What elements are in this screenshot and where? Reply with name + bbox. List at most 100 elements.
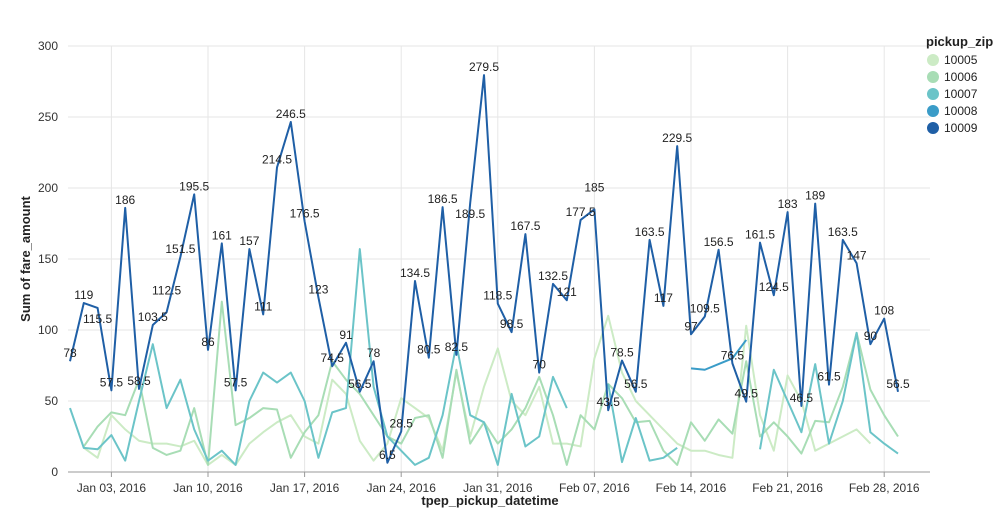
data-label: 61.5 xyxy=(817,370,841,384)
data-label: 43.5 xyxy=(597,395,621,409)
axes: 0 50 100 150 200 250 300 Jan 03, 2016 Jan 10, 20… xyxy=(38,39,930,495)
data-label: 49.5 xyxy=(735,387,759,401)
data-label: 112.5 xyxy=(152,283,181,297)
data-label: 186.5 xyxy=(428,192,458,206)
series-line-10007 xyxy=(759,331,899,455)
series-line-10009 xyxy=(69,74,899,464)
data-label: 195.5 xyxy=(179,179,209,193)
data-label: 103.5 xyxy=(138,310,168,324)
data-label: 176.5 xyxy=(290,206,320,220)
data-label: 109.5 xyxy=(690,302,720,316)
data-label: 161.5 xyxy=(745,228,775,242)
data-label: 167.5 xyxy=(510,219,540,233)
data-label: 132.5 xyxy=(538,269,568,283)
series-line-10007 xyxy=(69,248,568,466)
legend-swatch-10009 xyxy=(927,122,939,134)
data-label: 124.5 xyxy=(759,280,789,294)
data-label: 246.5 xyxy=(276,107,306,121)
data-label: 177.5 xyxy=(566,205,596,219)
legend-label: 10006 xyxy=(944,70,978,84)
data-label: 163.5 xyxy=(635,225,665,239)
data-label: 78 xyxy=(63,346,77,360)
x-axis-title: tpep_pickup_datetime xyxy=(421,493,558,508)
legend-swatch-10006 xyxy=(927,71,939,83)
y-tick-label: 50 xyxy=(45,394,59,408)
x-tick-label: Jan 31, 2016 xyxy=(463,481,533,495)
series-line-10008 xyxy=(690,339,748,371)
legend-label: 10009 xyxy=(944,121,978,135)
x-tick-label: Feb 14, 2016 xyxy=(656,481,727,495)
y-axis-title: Sum of fare_amount xyxy=(18,195,33,321)
legend: pickup_zip 10005 10006 10007 10008 10009 xyxy=(926,34,993,135)
x-tick-label: Feb 21, 2016 xyxy=(752,481,823,495)
grid xyxy=(68,45,930,473)
data-label: 58.5 xyxy=(127,374,151,388)
data-label: 163.5 xyxy=(828,225,858,239)
data-label: 115.5 xyxy=(83,312,112,326)
y-tick-label: 150 xyxy=(38,252,58,266)
data-label: 183 xyxy=(778,197,798,211)
x-tick-label: Jan 10, 2016 xyxy=(173,481,243,495)
data-label: 151.5 xyxy=(165,242,195,256)
data-label: 186 xyxy=(115,193,135,207)
data-label: 76.5 xyxy=(721,348,745,362)
data-label: 156.5 xyxy=(704,235,734,249)
legend-label: 10008 xyxy=(944,104,978,118)
data-label: 161 xyxy=(212,228,232,242)
x-tick-label: Jan 17, 2016 xyxy=(270,481,340,495)
data-label: 111 xyxy=(254,299,273,313)
data-label: 189.5 xyxy=(455,207,485,221)
data-label: 56.5 xyxy=(348,377,372,391)
data-label: 108 xyxy=(874,304,894,318)
data-label: 147 xyxy=(847,248,867,262)
data-label: 91 xyxy=(339,328,353,342)
y-tick-label: 200 xyxy=(38,181,58,195)
legend-swatch-10005 xyxy=(927,54,939,66)
data-label: 121 xyxy=(557,285,577,299)
data-label: 185 xyxy=(584,180,604,194)
data-label: 157 xyxy=(239,234,259,248)
data-label: 78.5 xyxy=(610,346,634,360)
data-label: 279.5 xyxy=(469,60,499,74)
data-label: 134.5 xyxy=(400,266,430,280)
y-tick-label: 250 xyxy=(38,110,58,124)
legend-title: pickup_zip xyxy=(926,34,993,49)
data-label: 123 xyxy=(308,282,328,296)
data-label: 119 xyxy=(74,288,93,302)
x-tick-label: Jan 24, 2016 xyxy=(366,481,436,495)
y-tick-label: 0 xyxy=(51,465,58,479)
data-label: 82.5 xyxy=(445,340,469,354)
data-label: 189 xyxy=(805,189,825,203)
data-label: 86 xyxy=(201,335,215,349)
data-label: 56.5 xyxy=(886,377,910,391)
data-label: 6.5 xyxy=(379,448,396,462)
data-label: 97 xyxy=(684,319,698,333)
data-label: 80.5 xyxy=(417,343,441,357)
data-label: 28.5 xyxy=(390,417,414,431)
y-tick-label: 300 xyxy=(38,39,58,53)
series-line-10007 xyxy=(607,383,678,464)
data-labels: 78 119 115.5 57.5 186 58.5 103.5 112.5 151.5 195.… xyxy=(63,60,910,462)
data-label: 74.5 xyxy=(321,351,345,365)
series-lines xyxy=(69,74,899,466)
data-label: 57.5 xyxy=(100,375,124,389)
y-tick-label: 100 xyxy=(38,323,58,337)
data-label: 229.5 xyxy=(662,131,692,145)
data-label: 56.5 xyxy=(624,377,648,391)
x-tick-label: Jan 03, 2016 xyxy=(77,481,147,495)
data-label: 57.5 xyxy=(224,375,248,389)
data-label: 98.5 xyxy=(500,317,524,331)
legend-label: 10005 xyxy=(944,53,978,67)
data-label: 214.5 xyxy=(262,152,292,166)
series-line-10005 xyxy=(83,314,872,466)
data-label: 118.5 xyxy=(483,289,512,303)
x-tick-label: Feb 28, 2016 xyxy=(849,481,920,495)
data-label: 70 xyxy=(533,358,547,372)
data-label: 46.5 xyxy=(790,391,814,405)
legend-swatch-10007 xyxy=(927,88,939,100)
data-label: 78 xyxy=(367,346,381,360)
legend-label: 10007 xyxy=(944,87,978,101)
legend-swatch-10008 xyxy=(927,105,939,117)
